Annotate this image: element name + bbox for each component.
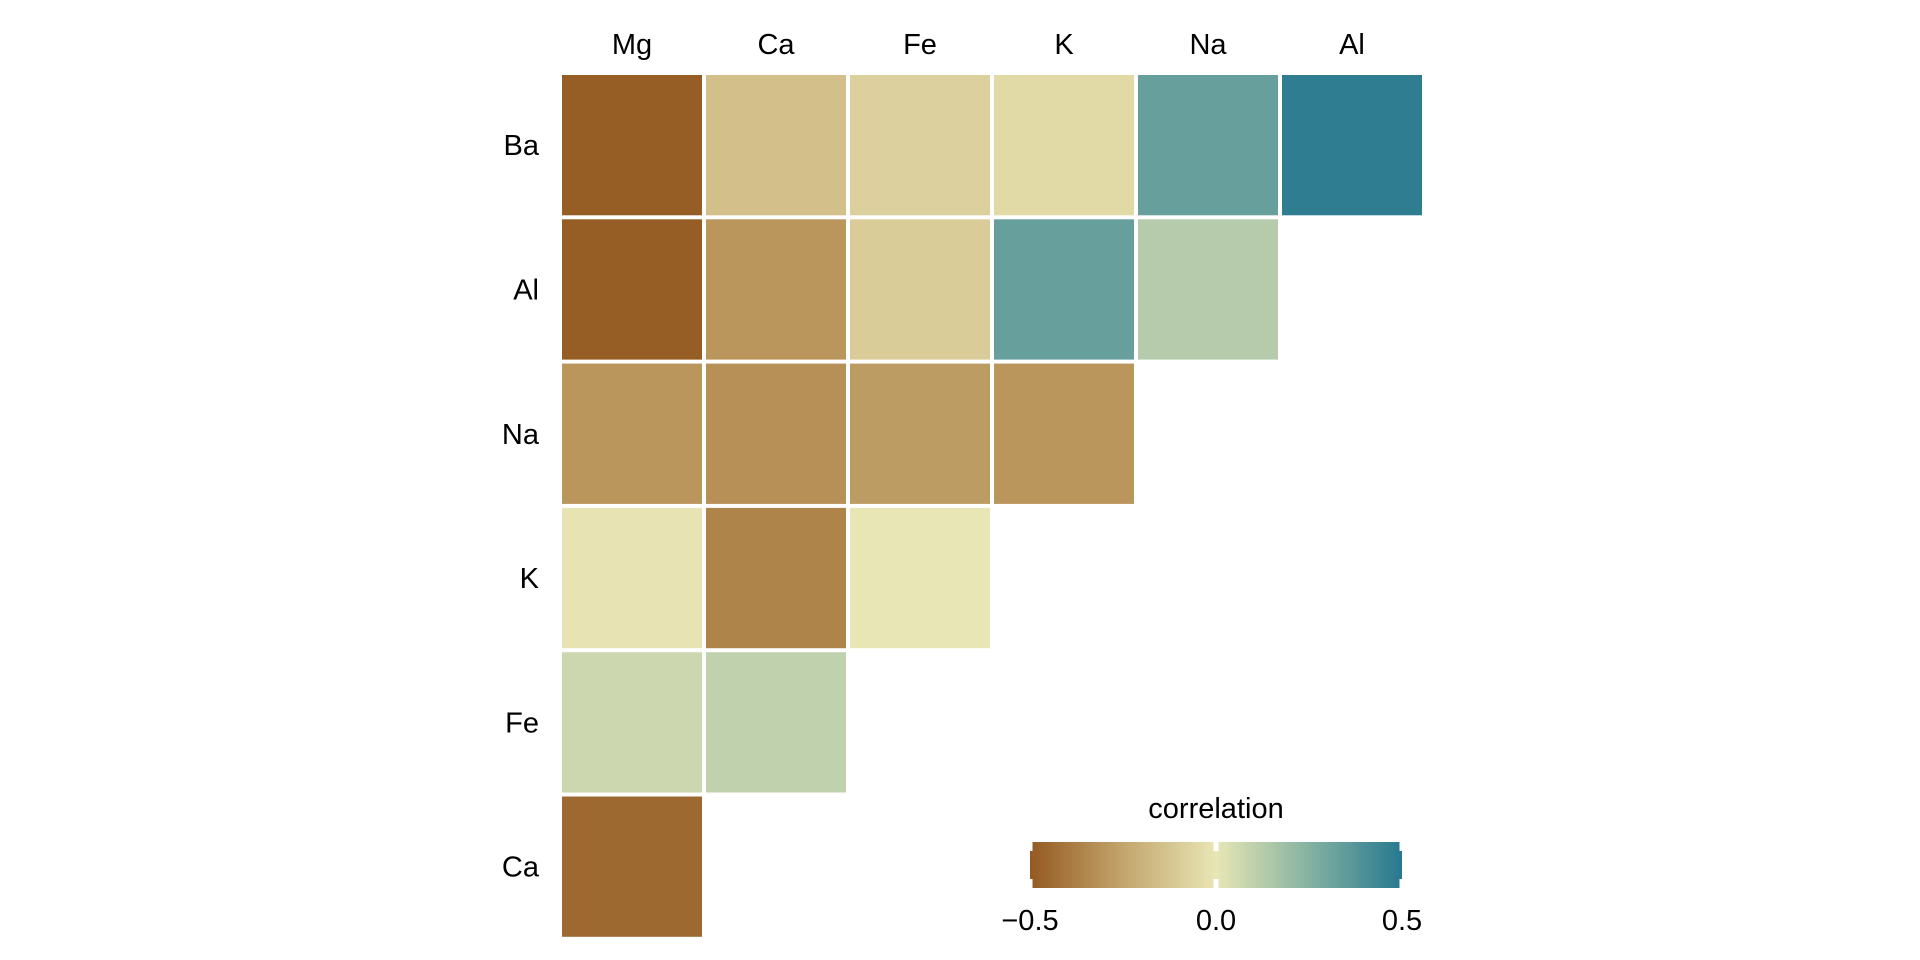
row-label: K	[520, 563, 540, 595]
heatmap-cell-Ba-Al	[1282, 75, 1422, 216]
heatmap-cell-Fe-Ca	[706, 652, 846, 793]
heatmap-cell-Al-Fe	[850, 219, 990, 360]
heatmap-cell-Al-Na	[1138, 219, 1278, 360]
row-label: Al	[513, 274, 539, 306]
legend-title: correlation	[1148, 793, 1283, 825]
legend-tick-mark	[1027, 842, 1033, 851]
legend-tick-mark	[1213, 842, 1219, 851]
row-label: Fe	[505, 707, 539, 739]
column-label: Al	[1339, 29, 1365, 61]
heatmap-cell-Ba-Fe	[850, 75, 990, 216]
heatmap-cell-Al-Mg	[562, 219, 702, 360]
heatmap-cell-Na-Fe	[850, 363, 990, 504]
heatmap-cell-Na-Ca	[706, 363, 846, 504]
heatmap-cell-Al-Ca	[706, 219, 846, 360]
column-label: K	[1054, 29, 1074, 61]
heatmap-cell-Na-K	[994, 363, 1134, 504]
heatmap-cell-Al-K	[994, 219, 1134, 360]
legend-tick-label: 0.0	[1196, 905, 1236, 937]
column-label: Na	[1189, 29, 1227, 61]
heatmap-cell-Na-Mg	[562, 363, 702, 504]
legend-tick-mark	[1213, 879, 1219, 888]
legend-tick-mark	[1399, 879, 1405, 888]
legend: correlation −0.5 0.0 0.5	[1001, 793, 1422, 937]
heatmap-cell-Ba-Na	[1138, 75, 1278, 216]
row-label: Ca	[502, 852, 540, 884]
heatmap-cell-K-Fe	[850, 507, 990, 649]
legend-tick-mark	[1399, 842, 1405, 851]
legend-tick-label: −0.5	[1001, 905, 1058, 937]
legend-tick-mark	[1027, 879, 1033, 888]
column-label: Mg	[612, 29, 652, 61]
row-label: Na	[502, 419, 540, 451]
legend-tick-label: 0.5	[1382, 905, 1422, 937]
column-label: Fe	[903, 29, 937, 61]
heatmap-cell-Ca-Mg	[562, 796, 702, 937]
heatmap-cell-K-Ca	[706, 507, 846, 649]
heatmap-cell-Ba-Mg	[562, 75, 702, 216]
heatmap-cell-Ba-Ca	[706, 75, 846, 216]
heatmap-cell-K-Mg	[562, 507, 702, 649]
heatmap-cell-Ba-K	[994, 75, 1134, 216]
heatmap-cell-Fe-Mg	[562, 652, 702, 793]
row-label: Ba	[504, 130, 540, 162]
column-label: Ca	[757, 29, 795, 61]
